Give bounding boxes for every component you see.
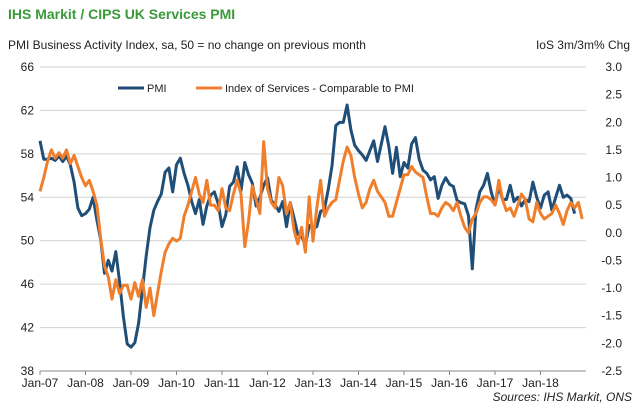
x-tick-label: Jan-17 <box>477 376 514 390</box>
x-tick-label: Jan-15 <box>386 376 423 390</box>
legend-label: PMI <box>147 83 167 95</box>
source-note: Sources: IHS Markit, ONS <box>492 390 632 404</box>
ios-series-line <box>38 140 584 318</box>
y-left-tick-label: 62 <box>21 103 35 117</box>
y-right-tick-label: 1.5 <box>605 143 622 157</box>
x-tick-label: Jan-12 <box>249 376 286 390</box>
x-tick-label: Jan-07 <box>22 376 59 390</box>
x-tick-label: Jan-18 <box>522 376 559 390</box>
y-right-tick-label: -2.0 <box>601 336 622 350</box>
right-axis-label: IoS 3m/3m% Chg <box>535 38 630 52</box>
y-left-tick-label: 42 <box>21 321 35 335</box>
y-right-tick-label: -1.0 <box>601 281 622 295</box>
y-right-tick-label: -1.5 <box>601 309 622 323</box>
x-tick-label: Jan-14 <box>340 376 377 390</box>
legend-label: Index of Services - Comparable to PMI <box>225 83 414 95</box>
x-tick-label: Jan-09 <box>113 376 150 390</box>
y-right-tick-label: 2.0 <box>605 115 622 129</box>
y-left-tick-label: 50 <box>21 234 35 248</box>
y-right-tick-label: -2.5 <box>601 364 622 378</box>
y-left-tick-label: 58 <box>21 147 35 161</box>
x-tick-label: Jan-08 <box>67 376 104 390</box>
x-tick-label: Jan-16 <box>431 376 468 390</box>
chart-title: IHS Markit / CIPS UK Services PMI <box>8 6 236 22</box>
x-tick-label: Jan-13 <box>295 376 332 390</box>
y-right-tick-label: 0.0 <box>605 226 622 240</box>
y-left-tick-label: 38 <box>21 364 35 378</box>
y-right-tick-label: -0.5 <box>601 253 622 267</box>
x-tick-label: Jan-11 <box>204 376 240 390</box>
left-axis-label: PMI Business Activity Index, sa, 50 = no… <box>8 38 366 52</box>
y-left-tick-label: 46 <box>21 277 35 291</box>
y-left-tick-label: 54 <box>21 190 35 204</box>
y-right-tick-label: 3.0 <box>605 60 622 74</box>
y-right-tick-label: 0.5 <box>605 198 622 212</box>
y-right-tick-label: 2.5 <box>605 88 622 102</box>
x-tick-label: Jan-10 <box>158 376 195 390</box>
y-left-tick-label: 66 <box>21 60 35 74</box>
y-right-tick-label: 1.0 <box>605 171 622 185</box>
